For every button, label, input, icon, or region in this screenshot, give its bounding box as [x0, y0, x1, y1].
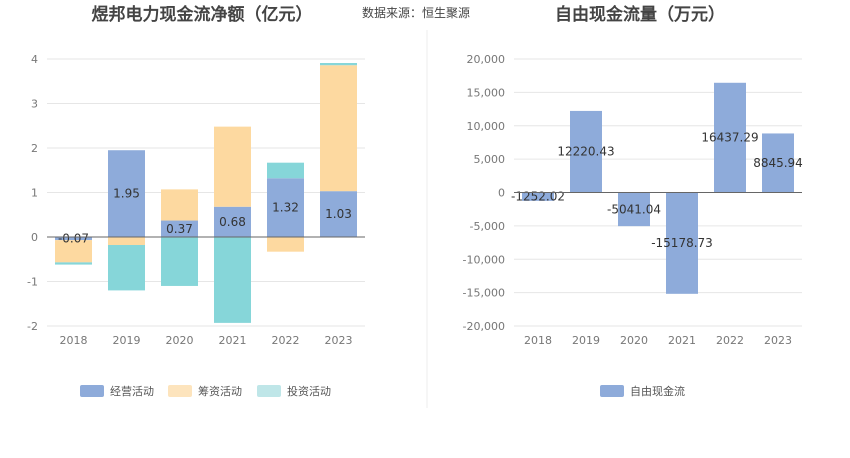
- bar: [714, 82, 746, 193]
- legend-label: 经营活动: [110, 384, 154, 398]
- x-tick-label: 2019: [113, 334, 141, 347]
- bar-segment-operating: [108, 150, 145, 237]
- x-tick-label: 2023: [325, 334, 353, 347]
- bar-segment-financing: [214, 126, 251, 207]
- data-label: 0.37: [166, 222, 193, 236]
- bar-segment-financing: [108, 237, 145, 246]
- x-tick-label: 2021: [219, 334, 247, 347]
- bar: [666, 192, 698, 294]
- legend-label: 自由现金流: [630, 384, 685, 398]
- y-tick-label: 1: [31, 187, 38, 200]
- bar-segment-investing: [161, 237, 198, 286]
- legend-swatch-financing: [168, 385, 192, 397]
- y-tick-label: -20,000: [463, 320, 505, 333]
- data-label: -1252.02: [511, 190, 565, 204]
- data-label: 1.95: [113, 187, 140, 201]
- bar: [570, 110, 602, 193]
- bar-segment-investing: [267, 162, 304, 179]
- legend-swatch-investing: [257, 385, 281, 397]
- x-tick-label: 2018: [524, 334, 552, 347]
- data-label: -5041.04: [607, 202, 661, 216]
- legend-label: 筹资活动: [198, 384, 242, 398]
- cashflow-stacked-bar-chart: -2 -1 0 1 2 3 4 2018 -0.07 2019 1.95 2020 0.37 2021 0.…: [27, 53, 365, 398]
- y-tick-label: 3: [31, 98, 38, 111]
- x-tick-label: 2022: [716, 334, 744, 347]
- data-label: 8845.94: [753, 156, 803, 170]
- data-label: -0.07: [58, 232, 89, 246]
- bar-segment-operating: [161, 220, 198, 237]
- x-tick-label: 2021: [668, 334, 696, 347]
- data-label: 16437.29: [701, 131, 758, 145]
- data-source-label: 数据来源：恒生聚源: [362, 5, 470, 20]
- bar-segment-financing: [55, 240, 92, 263]
- x-tick-label: 2020: [166, 334, 194, 347]
- legend-swatch-operating: [80, 385, 104, 397]
- data-label: 1.03: [325, 207, 352, 221]
- data-label: 1.32: [272, 201, 299, 215]
- x-tick-label: 2020: [620, 334, 648, 347]
- x-tick-label: 2018: [60, 334, 88, 347]
- y-tick-label: 2: [31, 142, 38, 155]
- x-tick-label: 2019: [572, 334, 600, 347]
- legend-swatch: [600, 385, 624, 397]
- y-tick-label: -10,000: [463, 253, 505, 266]
- bar-segment-operating: [267, 178, 304, 237]
- y-tick-label: 20,000: [467, 53, 506, 66]
- y-tick-label: 5,000: [474, 153, 506, 166]
- bar-segment-investing: [55, 262, 92, 265]
- data-label: 0.68: [219, 215, 246, 229]
- y-tick-label: 10,000: [467, 120, 506, 133]
- legend-label: 投资活动: [287, 384, 331, 398]
- y-tick-label: -2: [27, 320, 38, 333]
- free-cash-flow-bar-chart: -20,000 -15,000 -10,000 -5,000 0 5,000 10,000 1…: [463, 53, 803, 398]
- left-chart-title: 煜邦电力现金流净额（亿元）: [92, 4, 313, 25]
- x-tick-label: 2023: [764, 334, 792, 347]
- x-tick-label: 2022: [272, 334, 300, 347]
- bar-segment-financing: [161, 189, 198, 221]
- bar-segment-operating: [55, 237, 92, 241]
- bar-segment-financing: [267, 237, 304, 252]
- bar-segment-investing: [214, 237, 251, 323]
- y-tick-label: 0: [31, 231, 38, 244]
- y-tick-label: 4: [31, 53, 38, 66]
- bar-segment-operating: [214, 206, 251, 237]
- data-label: -15178.73: [651, 236, 713, 250]
- bar-segment-financing: [320, 65, 357, 192]
- bar-segment-operating: [320, 191, 357, 237]
- y-tick-label: -1: [27, 276, 38, 289]
- y-tick-label: 0: [498, 187, 505, 200]
- right-chart-title: 自由现金流量（万元）: [555, 4, 725, 25]
- bar-segment-investing: [108, 245, 145, 291]
- y-tick-label: -15,000: [463, 287, 505, 300]
- y-tick-label: 15,000: [467, 86, 506, 99]
- data-label: 12220.43: [557, 145, 614, 159]
- y-tick-label: -5,000: [470, 220, 505, 233]
- bar-segment-investing: [320, 63, 357, 66]
- bar: [522, 192, 554, 201]
- bar: [762, 133, 794, 193]
- bar: [618, 192, 650, 227]
